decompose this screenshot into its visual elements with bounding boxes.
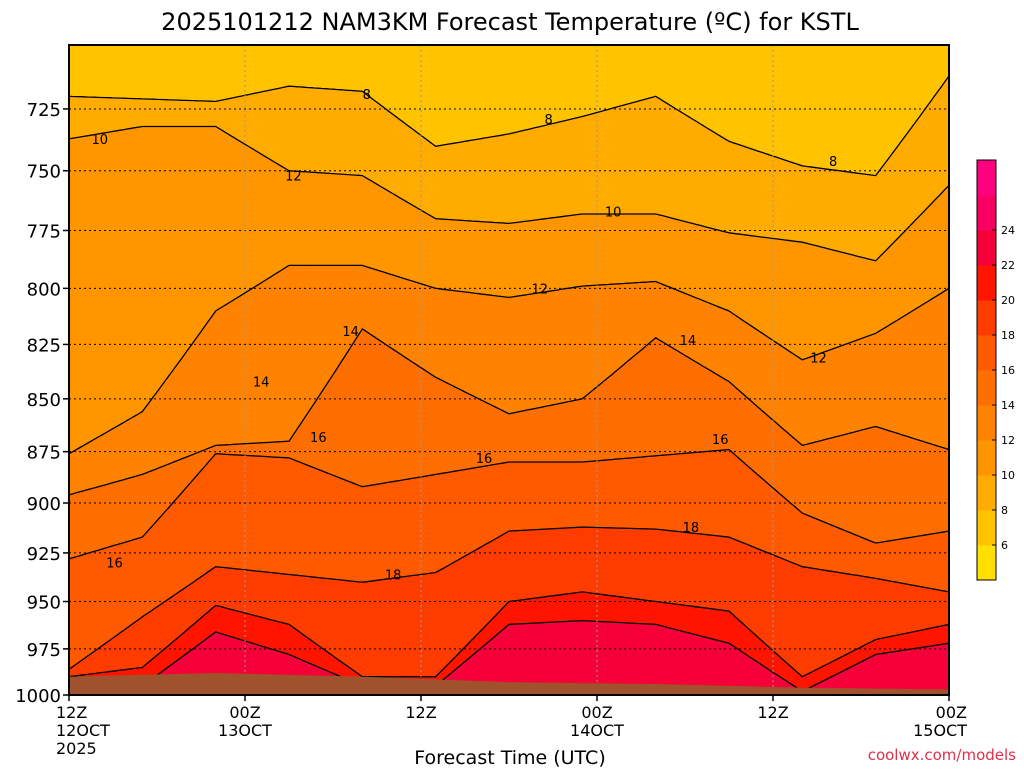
x-tick-label: 12Z — [56, 703, 87, 722]
colorbar-label: 16 — [1001, 364, 1015, 377]
colorbar-swatch — [977, 510, 996, 546]
band-18-degrees — [69, 527, 949, 677]
contour-label: 16 — [106, 557, 123, 572]
plot-frame — [68, 44, 950, 696]
contour-line-16 — [69, 448, 949, 560]
band-20-degrees — [69, 591, 949, 692]
y-tick-label: 775 — [27, 221, 61, 242]
band-14-degrees — [69, 328, 949, 559]
x-tick-label: 12Z — [405, 703, 436, 722]
y-axis: 725 750 775 800 825 850 875 900 925 950 975 1000 — [15, 100, 69, 707]
contour-label: 12 — [285, 170, 302, 185]
contour-line-12 — [69, 264, 949, 455]
x-tick-label: 00Z — [936, 703, 967, 722]
contour-line-18 — [69, 526, 949, 670]
contour-label: 8 — [829, 155, 837, 170]
y-tick-label: 950 — [27, 593, 61, 614]
contour-label: 10 — [605, 206, 622, 221]
colorbar-label: 22 — [1001, 259, 1015, 272]
colorbar-label: 12 — [1001, 434, 1015, 447]
contour-label: 12 — [810, 352, 827, 367]
contour-label: 14 — [253, 376, 270, 391]
y-tick-label: 750 — [27, 162, 61, 183]
x-axis-label: Forecast Time (UTC) — [414, 747, 605, 768]
y-tick-label: 825 — [27, 335, 61, 356]
band-10-degrees — [69, 126, 949, 454]
contour-label: 16 — [476, 452, 493, 467]
colorbar-swatch — [977, 405, 996, 441]
x-tick-label: 12OCT — [56, 721, 110, 740]
contour-label: 8 — [544, 113, 552, 128]
colorbar: 6 8 10 12 14 16 18 20 22 24 — [976, 159, 1015, 581]
credit-text: coolwx.com/models — [868, 746, 1016, 764]
chart-title: 2025101212 NAM3KM Forecast Temperature (… — [161, 8, 859, 36]
colorbar-swatch — [977, 475, 996, 511]
x-tick-label: 12Z — [757, 703, 788, 722]
x-tick-label: 00Z — [229, 703, 260, 722]
colorbar-label: 14 — [1001, 399, 1015, 412]
band-12-degrees — [69, 265, 949, 495]
plot-area: 8 8 8 10 10 12 12 12 14 14 14 16 16 16 16 18 18 — [69, 45, 949, 695]
band-8-degrees — [69, 76, 949, 261]
colorbar-label: 6 — [1001, 539, 1008, 552]
colorbar-swatch — [977, 335, 996, 371]
y-tick-label: 975 — [27, 640, 61, 661]
colorbar-swatch — [977, 370, 996, 406]
y-tick-label: 725 — [27, 100, 61, 121]
x-tick-label: 15OCT — [913, 721, 967, 740]
colorbar-swatch — [977, 230, 996, 266]
y-tick-label: 875 — [27, 443, 61, 464]
contour-line-8 — [69, 75, 949, 177]
contour-label: 10 — [92, 133, 109, 148]
x-tick-label: 2025 — [56, 739, 97, 758]
colorbar-swatch — [977, 545, 996, 581]
x-tick-label: 13OCT — [218, 721, 272, 740]
y-tick-label: 850 — [27, 390, 61, 411]
contour-label: 16 — [310, 431, 327, 446]
contour-line-14 — [69, 327, 949, 496]
contour-label: 18 — [683, 521, 700, 536]
y-tick-label: 800 — [27, 279, 61, 300]
y-tick-label: 1000 — [15, 686, 61, 707]
band-below-8-degrees — [69, 45, 949, 176]
colorbar-swatch — [977, 160, 996, 196]
colorbar-swatch — [977, 265, 996, 301]
colorbar-label: 18 — [1001, 329, 1015, 342]
colorbar-swatch — [977, 300, 996, 336]
band-16-degrees — [69, 449, 949, 670]
ground-surface — [69, 673, 949, 695]
colorbar-label: 8 — [1001, 504, 1008, 517]
contour-label: 18 — [385, 568, 402, 583]
contour-label: 16 — [712, 433, 729, 448]
colorbar-label: 24 — [1001, 224, 1015, 237]
colorbar-label: 20 — [1001, 294, 1015, 307]
contour-line-10 — [69, 125, 949, 262]
y-tick-label: 925 — [27, 544, 61, 565]
x-tick-label: 00Z — [581, 703, 612, 722]
colorbar-swatch — [977, 195, 996, 231]
contour-label: 12 — [532, 282, 549, 297]
contour-labels: 8 8 8 10 10 12 12 12 14 14 14 16 16 16 16 18 18 — [92, 88, 838, 584]
grid-lines — [69, 45, 949, 695]
colorbar-swatch — [977, 440, 996, 476]
contour-label: 14 — [342, 325, 359, 340]
contour-label: 14 — [680, 334, 697, 349]
y-tick-label: 900 — [27, 494, 61, 515]
x-tick-label: 14OCT — [570, 721, 624, 740]
contour-label: 8 — [363, 88, 371, 103]
temperature-bands — [69, 45, 949, 695]
colorbar-label: 10 — [1001, 469, 1015, 482]
